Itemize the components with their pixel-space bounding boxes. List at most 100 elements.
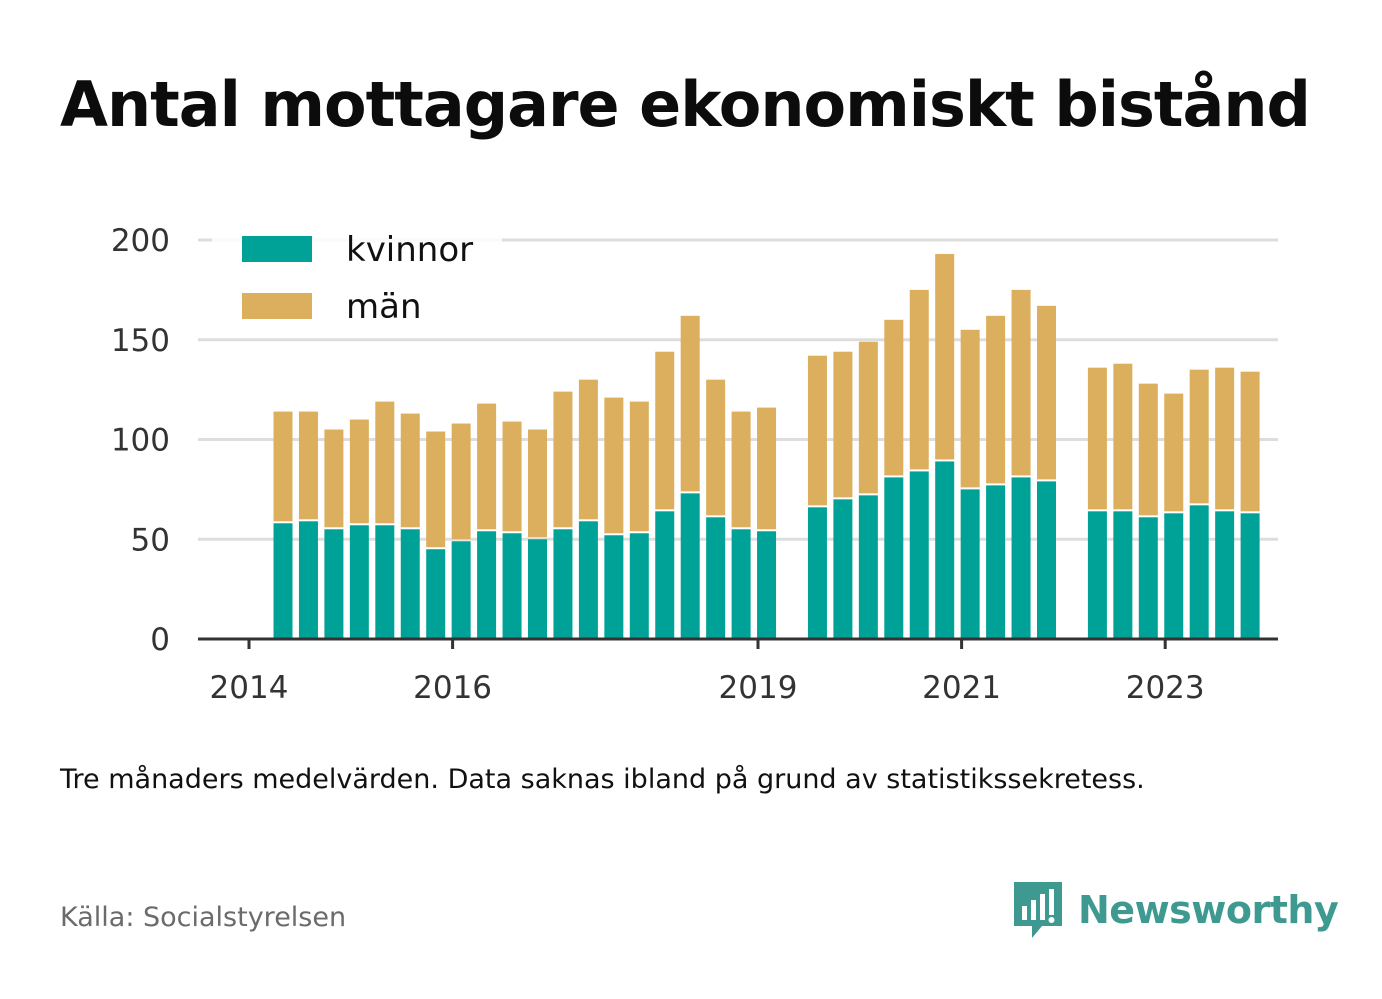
bar-kvinnor bbox=[553, 529, 573, 639]
x-tick-labels: 2014 2016 2019 2021 2023 bbox=[210, 670, 1205, 706]
bar-kvinnor bbox=[1189, 505, 1209, 639]
bar-kvinnor bbox=[858, 495, 878, 639]
bar-kvinnor bbox=[680, 493, 700, 639]
bar-man bbox=[298, 411, 318, 520]
bar-kvinnor bbox=[400, 529, 420, 639]
newsworthy-logo-icon bbox=[1014, 882, 1062, 938]
bar-kvinnor bbox=[1113, 511, 1133, 639]
bar-kvinnor bbox=[909, 471, 929, 639]
page-title: Antal mottagare ekonomiskt bistånd bbox=[60, 68, 1311, 141]
bars bbox=[273, 253, 1260, 639]
bar-man bbox=[731, 411, 751, 528]
bar-kvinnor bbox=[298, 521, 318, 639]
bar-man bbox=[273, 411, 293, 522]
chart-note: Tre månaders medelvärden. Data saknas ib… bbox=[60, 764, 1145, 795]
brand-logo: Newsworthy bbox=[1012, 880, 1339, 940]
bar-kvinnor bbox=[731, 529, 751, 639]
legend-swatch-kvinnor bbox=[242, 236, 312, 262]
bar-kvinnor bbox=[604, 535, 624, 639]
y-tick-label: 50 bbox=[131, 522, 170, 558]
bar-kvinnor bbox=[578, 521, 598, 639]
bar-kvinnor bbox=[1138, 517, 1158, 639]
bar-kvinnor bbox=[935, 461, 955, 639]
x-axis bbox=[198, 637, 1278, 649]
bar-kvinnor bbox=[451, 541, 471, 639]
legend-label: män bbox=[346, 287, 422, 327]
bar-kvinnor bbox=[986, 485, 1006, 639]
bar-kvinnor bbox=[884, 477, 904, 639]
bar-man bbox=[1189, 369, 1209, 504]
y-tick-label: 0 bbox=[150, 622, 170, 658]
bar-kvinnor bbox=[528, 539, 547, 639]
bar-man bbox=[1011, 289, 1031, 476]
bar-man bbox=[502, 421, 522, 532]
bar-kvinnor bbox=[655, 511, 675, 639]
bar-kvinnor bbox=[477, 531, 497, 639]
bar-man bbox=[349, 419, 369, 524]
brand-name: Newsworthy bbox=[1078, 888, 1339, 932]
bar-man bbox=[604, 397, 624, 534]
bar-man bbox=[935, 253, 955, 460]
bar-man bbox=[528, 429, 547, 538]
bar-kvinnor bbox=[1037, 481, 1056, 639]
y-tick-labels: 0 50 100 150 200 bbox=[111, 223, 170, 658]
bar-kvinnor bbox=[1164, 513, 1184, 639]
bar-man bbox=[833, 351, 853, 498]
bar-man bbox=[884, 319, 904, 476]
bar-man bbox=[400, 413, 420, 528]
bar-man bbox=[1037, 305, 1056, 480]
bar-man bbox=[986, 315, 1006, 484]
bar-man bbox=[553, 391, 573, 528]
bar-man bbox=[426, 431, 446, 548]
x-tick-label: 2023 bbox=[1126, 670, 1205, 706]
legend-swatch-man bbox=[242, 293, 312, 319]
bar-man bbox=[909, 289, 929, 470]
bar-man bbox=[858, 341, 878, 494]
bar-man bbox=[578, 379, 598, 520]
bar-man bbox=[1113, 363, 1133, 510]
bar-kvinnor bbox=[426, 549, 446, 639]
bar-kvinnor bbox=[273, 523, 293, 639]
bar-man bbox=[1138, 383, 1158, 516]
bar-kvinnor bbox=[833, 499, 853, 639]
bar-man bbox=[629, 401, 649, 532]
bar-man bbox=[1087, 367, 1107, 510]
x-tick-label: 2014 bbox=[210, 670, 289, 706]
bar-man bbox=[655, 351, 675, 510]
bar-kvinnor bbox=[960, 489, 980, 639]
bar-kvinnor bbox=[375, 525, 395, 639]
bar-man bbox=[477, 403, 497, 530]
bar-man bbox=[757, 407, 777, 530]
x-tick-label: 2021 bbox=[922, 670, 1001, 706]
bar-kvinnor bbox=[629, 533, 649, 639]
bar-kvinnor bbox=[1087, 511, 1107, 639]
bar-kvinnor bbox=[349, 525, 369, 639]
source-label: Källa: Socialstyrelsen bbox=[60, 902, 347, 933]
bar-man bbox=[1215, 367, 1235, 510]
bar-man bbox=[451, 423, 471, 540]
y-tick-label: 150 bbox=[111, 323, 170, 359]
bar-man bbox=[375, 401, 395, 524]
legend-label: kvinnor bbox=[346, 230, 473, 270]
bar-man bbox=[807, 355, 827, 506]
y-tick-label: 100 bbox=[111, 423, 170, 459]
bar-kvinnor bbox=[1215, 511, 1235, 639]
bar-kvinnor bbox=[1240, 513, 1260, 639]
bar-kvinnor bbox=[706, 517, 726, 639]
bar-man bbox=[960, 329, 980, 488]
bar-man bbox=[706, 379, 726, 516]
bar-man bbox=[324, 429, 344, 528]
bar-kvinnor bbox=[1011, 477, 1031, 639]
bar-kvinnor bbox=[807, 507, 827, 639]
legend: kvinnor män bbox=[212, 218, 502, 338]
x-tick-label: 2019 bbox=[719, 670, 798, 706]
bar-kvinnor bbox=[324, 529, 344, 639]
y-tick-label: 200 bbox=[111, 223, 170, 259]
x-tick-label: 2016 bbox=[413, 670, 492, 706]
bar-kvinnor bbox=[502, 533, 522, 639]
bar-kvinnor bbox=[757, 531, 777, 639]
bar-man bbox=[1240, 371, 1260, 512]
bar-man bbox=[1164, 393, 1184, 512]
bar-man bbox=[680, 315, 700, 492]
